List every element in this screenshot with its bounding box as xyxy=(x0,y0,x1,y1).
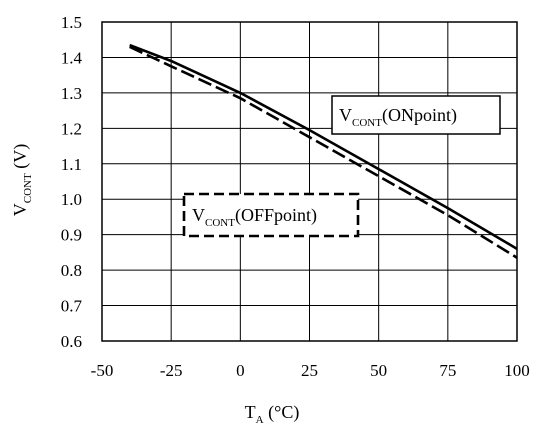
series-line-offpoint xyxy=(129,45,518,259)
y-tick-label: 1.2 xyxy=(61,119,82,138)
series-label-onpoint-text: VCONT(ONpoint) xyxy=(339,105,457,129)
series-label-onpoint: VCONT(ONpoint) xyxy=(331,95,501,135)
y-axis-title: VCONT (V) xyxy=(10,144,34,216)
y-tick-label: 0.7 xyxy=(61,297,83,316)
plot-frame xyxy=(101,21,518,342)
x-tick-label: 25 xyxy=(301,361,318,380)
x-tick-label: 100 xyxy=(504,361,530,380)
x-axis-title: TA (°C) xyxy=(245,402,300,426)
x-tick-label: -25 xyxy=(160,361,183,380)
y-tick-label: 0.9 xyxy=(61,226,82,245)
y-tick-label: 0.6 xyxy=(61,332,82,351)
y-tick-label: 1.1 xyxy=(61,155,82,174)
x-tick-label: 50 xyxy=(370,361,387,380)
y-tick-label: 0.8 xyxy=(61,261,82,280)
x-tick-labels: -50 -25 0 25 50 75 100 xyxy=(91,361,530,380)
series-layer xyxy=(129,43,518,259)
x-tick-label: 0 xyxy=(236,361,245,380)
y-tick-label: 1.0 xyxy=(61,190,82,209)
y-tick-labels: 0.6 0.7 0.8 0.9 1.0 1.1 1.2 1.3 1.4 1.5 xyxy=(61,13,83,351)
series-label-offpoint: VCONT(OFFpoint) xyxy=(182,192,360,238)
y-tick-label: 1.3 xyxy=(61,84,82,103)
x-tick-label: -50 xyxy=(91,361,114,380)
series-label-offpoint-text: VCONT(OFFpoint) xyxy=(192,205,317,229)
grid xyxy=(101,21,518,342)
y-tick-label: 1.4 xyxy=(61,48,83,67)
y-tick-label: 1.5 xyxy=(61,13,82,32)
x-tick-label: 75 xyxy=(439,361,456,380)
series-line-onpoint xyxy=(129,43,518,250)
series-label-offpoint-box xyxy=(182,192,360,238)
series-label-onpoint-box xyxy=(331,95,501,135)
